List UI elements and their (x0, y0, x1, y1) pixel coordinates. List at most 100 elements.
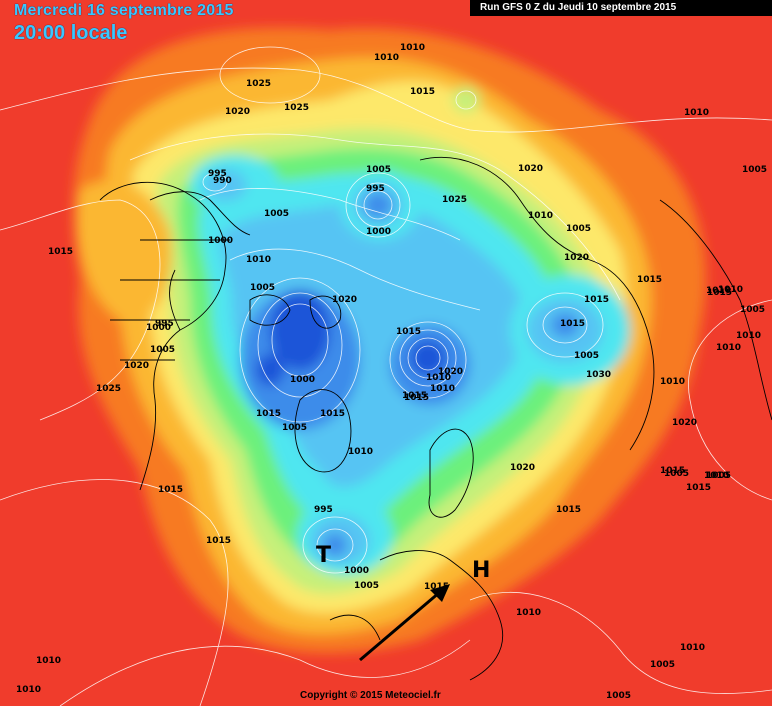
isobar-label: 1005 (150, 345, 175, 355)
isobar-label: 995 (314, 505, 333, 515)
low-pressure-marker: T (316, 543, 331, 568)
isobar-ring (257, 292, 343, 398)
isobar-label: 1010 (400, 43, 425, 53)
isobar-label: 1020 (518, 164, 543, 174)
isobar-label: 1005 (566, 224, 591, 234)
forecast-date: Mercredi 16 septembre 2015 (14, 2, 234, 19)
isobar-label: 1015 (158, 485, 183, 495)
isobar-ring (271, 303, 329, 377)
isobar-ring (302, 516, 368, 574)
isobar-label: 1010 (516, 608, 541, 618)
field-core-alaska-lightblue (205, 172, 225, 188)
isobar-label: 1020 (438, 367, 463, 377)
coastline-hudson (110, 239, 230, 361)
isobar-label: 1015 (402, 391, 427, 401)
arrow-icon (359, 584, 450, 662)
isobar-label: 1005 (706, 471, 731, 481)
isobar-label: 1015 (396, 327, 421, 337)
isobar-label: 1025 (96, 384, 121, 394)
isobar-line (0, 199, 161, 421)
isobar-label: 1020 (124, 361, 149, 371)
isobar-line (0, 67, 772, 133)
isobar-label: 1005 (740, 305, 765, 315)
isobar-label: 1010 (348, 447, 373, 457)
isobar-ring (415, 345, 441, 371)
isobar-line (199, 188, 461, 241)
isobar-line (0, 479, 229, 706)
coastline-greenland (294, 389, 352, 473)
coastline-europe (329, 550, 504, 681)
coastline-scandinavia (428, 428, 474, 518)
isobar-line (469, 592, 772, 694)
copyright: Copyright © 2015 Meteociel.fr (300, 690, 441, 701)
isobar-ring (355, 182, 401, 228)
isobar-label: 995 (366, 184, 385, 194)
isobar-ring (542, 306, 588, 344)
isobar-label: 1015 (410, 87, 435, 97)
isobar-label: 1010 (716, 343, 741, 353)
isobar-ring (526, 292, 604, 358)
isobar-label: 1010 (680, 643, 705, 653)
isobar-label: 1030 (586, 370, 611, 380)
isobar-label: 1015 (660, 466, 685, 476)
coastline-alaska (149, 191, 251, 236)
isobar-label: 1015 (206, 536, 231, 546)
isobar-label: 1010 (528, 211, 553, 221)
isobar-line (129, 133, 621, 301)
isobar-ring (219, 46, 321, 104)
isobar-ring (363, 190, 393, 220)
isobar-label: 1025 (246, 79, 271, 89)
isobar-label: 1010 (374, 53, 399, 63)
isobar-label: 1020 (672, 418, 697, 428)
field-core-arctic-darkblue (410, 340, 446, 376)
geopotential-field (73, 27, 706, 654)
isobar-label: 995 (208, 169, 227, 179)
isobar-label: 1010 (246, 255, 271, 265)
isobar-label: 1010 (684, 108, 709, 118)
isobar-label: 1015 (424, 582, 449, 592)
isobar-line (229, 248, 481, 311)
isobar-label: 1010 (706, 286, 731, 296)
isobar-label: 1005 (264, 209, 289, 219)
isobar-label: 1005 (606, 691, 631, 701)
isobar-label: 1015 (320, 409, 345, 419)
isobar-ring (389, 321, 467, 399)
isobar-label: 1000 (344, 566, 369, 576)
isobar-label: 1010 (16, 685, 41, 695)
isobar-label: 1025 (442, 195, 467, 205)
isobar-label: 1020 (564, 253, 589, 263)
isobar-ring (316, 528, 354, 562)
field-core-siberia-blue (551, 313, 579, 337)
field-core-atlantic-blue (323, 533, 347, 557)
isobar-label: 1025 (284, 103, 309, 113)
run-info: Run GFS 0 Z du Jeudi 10 septembre 2015 (470, 0, 772, 16)
isobar-ring (407, 337, 449, 379)
isobar-label: 1015 (556, 505, 581, 515)
isobar-label: 1005 (354, 581, 379, 591)
isobar-ring (202, 172, 228, 192)
isobar-label: 1015 (48, 247, 73, 257)
isobar-label: 1015 (686, 483, 711, 493)
isobar-label: 1020 (332, 295, 357, 305)
field-core-baffin-darkblue (256, 354, 284, 386)
isobar-label: 1005 (650, 660, 675, 670)
field-core-chukchi-blue (364, 192, 392, 218)
isobar-label: 1020 (510, 463, 535, 473)
isobar-label: 1005 (250, 283, 275, 293)
isobars (0, 46, 772, 706)
isobar-label: 1005 (282, 423, 307, 433)
isobar-label: 1015 (256, 409, 281, 419)
isobar-label: 995 (155, 319, 174, 329)
isobar-label: 1010 (430, 384, 455, 394)
isobar-label: 1000 (146, 323, 171, 333)
isobar-label: 1010 (36, 656, 61, 666)
isobar-ring (399, 329, 457, 387)
isobar-label: 1010 (736, 331, 761, 341)
high-pressure-marker: H (472, 558, 490, 583)
isobar-label: 1000 (290, 375, 315, 385)
forecast-time: 20:00 locale (14, 22, 128, 44)
isobar-label: 1005 (366, 165, 391, 175)
